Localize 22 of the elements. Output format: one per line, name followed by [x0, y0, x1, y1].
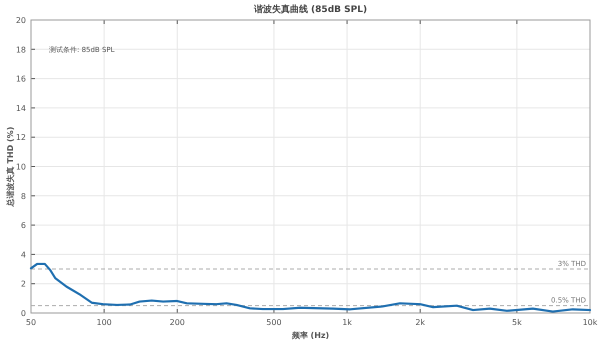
x-tick-label: 500 — [266, 318, 282, 327]
y-tick-label: 16 — [16, 74, 26, 84]
x-tick-label: 100 — [96, 318, 112, 327]
y-tick-label: 6 — [20, 221, 26, 230]
x-tick-label: 10k — [582, 318, 598, 327]
x-tick-label: 50 — [26, 318, 36, 327]
y-tick-label: 14 — [16, 104, 26, 113]
y-tick-label: 10 — [16, 162, 26, 172]
y-tick-label: 20 — [16, 16, 26, 25]
x-tick-label: 200 — [170, 318, 185, 327]
x-tick-label: 2k — [415, 318, 426, 327]
y-tick-label: 4 — [20, 250, 26, 260]
y-tick-label: 2 — [20, 280, 26, 289]
chart-title: 谐波失真曲线 (85dB SPL) — [252, 4, 368, 15]
y-tick-label: 8 — [20, 192, 26, 201]
y-tick-label: 18 — [16, 45, 26, 54]
x-tick-label: 5k — [512, 318, 522, 327]
y-axis-title: 总谐波失真 THD (%) — [6, 126, 15, 208]
x-axis-title: 频率 (Hz) — [290, 330, 330, 340]
x-tick-label: 1k — [342, 318, 352, 327]
y-tick-label: 0 — [20, 309, 26, 318]
y-tick-label: 12 — [16, 133, 26, 142]
